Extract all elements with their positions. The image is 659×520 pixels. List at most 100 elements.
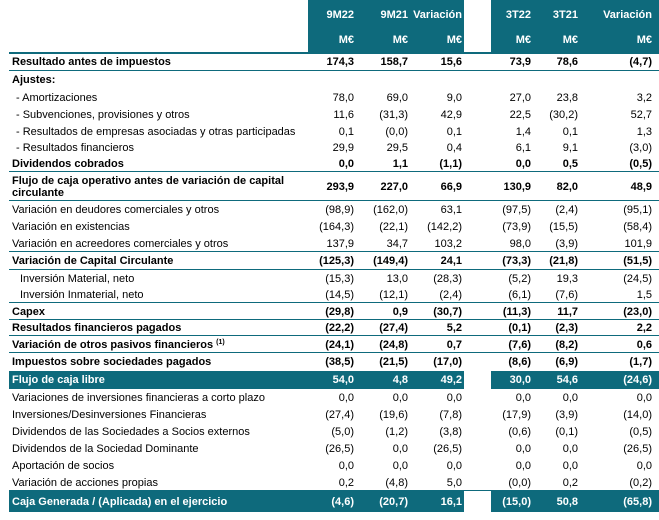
row-value: (24,5)	[623, 272, 652, 285]
row-value: (26,5)	[325, 442, 354, 455]
row-value: 98,0	[509, 237, 531, 250]
row-separator	[9, 171, 659, 172]
header-unit-variacion-3t: M€	[636, 34, 652, 46]
row-value: 0,0	[392, 459, 408, 472]
row-value: 0,1	[338, 125, 354, 138]
row-label-text: - Resultados financieros	[16, 142, 135, 154]
table-row: - Subvenciones, provisiones y otros 11,6 (…	[0, 106, 659, 123]
row-value: (0,0)	[508, 476, 531, 489]
row-label-text: Dividendos de las Sociedades a Socios ex…	[12, 425, 250, 438]
header-period-9m22: 9M22	[326, 9, 354, 21]
row-value: 11,6	[333, 108, 354, 121]
header-unit-3t21: M€	[562, 34, 578, 46]
row-label: Flujo de caja libre	[12, 371, 304, 389]
table-row: Variación en existencias (164,3) (22,1) (14…	[0, 218, 659, 235]
row-value: (98,9)	[325, 203, 354, 216]
row-label-text: Resultado antes de impuestos	[12, 56, 171, 68]
row-label: Aportación de socios	[12, 457, 304, 474]
table-row: Resultados financieros pagados (22,2) (27,…	[0, 320, 659, 336]
row-label-text: Impuestos sobre sociedades pagados	[12, 356, 212, 368]
row-value: 137,9	[326, 237, 354, 250]
row-value: (0,1)	[555, 425, 578, 438]
row-value: 0,0	[562, 442, 578, 455]
row-label-text: - Resultados de empresas asociadas y otr…	[16, 125, 296, 138]
row-value: (17,9)	[502, 408, 531, 421]
row-value: (3,8)	[439, 425, 462, 438]
row-value: 1,4	[515, 125, 531, 138]
row-value: (51,5)	[623, 255, 652, 267]
table-row: Variación en acreedores comerciales y ot…	[0, 235, 659, 252]
row-label-text: Variación en deudores comerciales y otro…	[12, 203, 220, 216]
row-value: (30,2)	[549, 108, 578, 121]
table-row: Impuestos sobre sociedades pagados (38,5)…	[0, 353, 659, 371]
row-value: (14,5)	[325, 289, 354, 301]
row-value: 0,0	[392, 442, 408, 455]
row-value: (11,3)	[502, 305, 531, 318]
row-value: 1,1	[392, 158, 408, 170]
row-separator	[9, 200, 659, 201]
row-value: (0,1)	[508, 322, 531, 334]
row-label-text: Dividendos de la Sociedad Dominante	[12, 442, 199, 455]
row-value: 0,0	[515, 158, 531, 170]
row-value: 54,6	[556, 374, 578, 386]
row-value: (24,1)	[325, 338, 354, 351]
row-value: (164,3)	[319, 220, 354, 233]
row-value: (3,9)	[555, 408, 578, 421]
row-label-text: Resultados financieros pagados	[12, 322, 182, 334]
table-row: Aportación de socios 0,0 0,0 0,0 0,0 0,0 0,0	[0, 457, 659, 474]
row-value: (58,4)	[623, 220, 652, 233]
row-label-footnote: (1)	[216, 339, 225, 346]
row-value: 0,1	[446, 125, 462, 138]
row-value	[354, 71, 408, 89]
row-value: (3,0)	[629, 142, 652, 154]
row-value: 48,9	[630, 180, 652, 193]
row-value: 4,8	[392, 374, 408, 386]
row-value: 11,7	[557, 305, 578, 318]
row-label-text: Flujo de caja operativo antes de variaci…	[12, 174, 285, 199]
row-value: 63,1	[440, 203, 462, 216]
row-value: 0,4	[446, 142, 462, 154]
row-value: (15,3)	[325, 272, 354, 285]
row-value: (0,0)	[385, 125, 408, 138]
row-value: (4,8)	[385, 476, 408, 489]
table-row: Caja Generada / (Aplicada) en el ejercic…	[9, 491, 659, 512]
row-separator	[9, 269, 659, 270]
row-label-text: Inversión Inmaterial, neto	[20, 289, 144, 301]
row-value: 0,2	[562, 476, 578, 489]
row-value: (17,0)	[433, 356, 462, 368]
row-value: (3,9)	[555, 237, 578, 250]
row-label-text: Capex	[12, 305, 46, 318]
row-value: 1,5	[636, 289, 652, 301]
row-value: (12,1)	[379, 289, 408, 301]
row-label: Variaciones de inversiones financieras a…	[12, 389, 304, 406]
row-value: (2,3)	[555, 322, 578, 334]
header-band-3t	[491, 0, 659, 52]
table-row: Variación en deudores comerciales y otro…	[0, 201, 659, 218]
row-label: Impuestos sobre sociedades pagados	[12, 353, 304, 371]
row-value: (5,2)	[508, 272, 531, 285]
row-value: (0,2)	[629, 476, 652, 489]
row-value: 73,9	[509, 56, 531, 68]
header-period-3t21: 3T21	[552, 9, 578, 21]
row-label: - Resultados de empresas asociadas y otr…	[16, 123, 308, 140]
row-value: 0,0	[338, 158, 354, 170]
row-value: 0,1	[562, 125, 578, 138]
row-label-text: Inversiones/Desinversiones Financieras	[12, 408, 207, 421]
row-value: 0,0	[446, 391, 462, 404]
row-value: 27,0	[509, 91, 531, 104]
row-label: - Subvenciones, provisiones y otros	[16, 106, 308, 123]
row-value: (22,1)	[379, 220, 408, 233]
table-row: Ajustes:	[0, 71, 659, 89]
row-value: 0,5	[562, 158, 578, 170]
row-value	[408, 71, 462, 89]
row-value: 15,6	[440, 56, 462, 68]
table-row: Resultado antes de impuestos 174,3 158,7 15…	[0, 53, 659, 71]
row-value: (22,2)	[325, 322, 354, 334]
row-label-text: Variación en existencias	[12, 220, 130, 233]
column-gap	[464, 491, 491, 512]
table-row: Capex (29,8) 0,9 (30,7) (11,3) 11,7 (23,0)	[0, 303, 659, 320]
row-value: 49,2	[440, 374, 462, 386]
row-value: (21,5)	[379, 356, 408, 368]
row-separator	[9, 70, 659, 71]
table-row: Dividendos de la Sociedad Dominante (26,5…	[0, 440, 659, 457]
